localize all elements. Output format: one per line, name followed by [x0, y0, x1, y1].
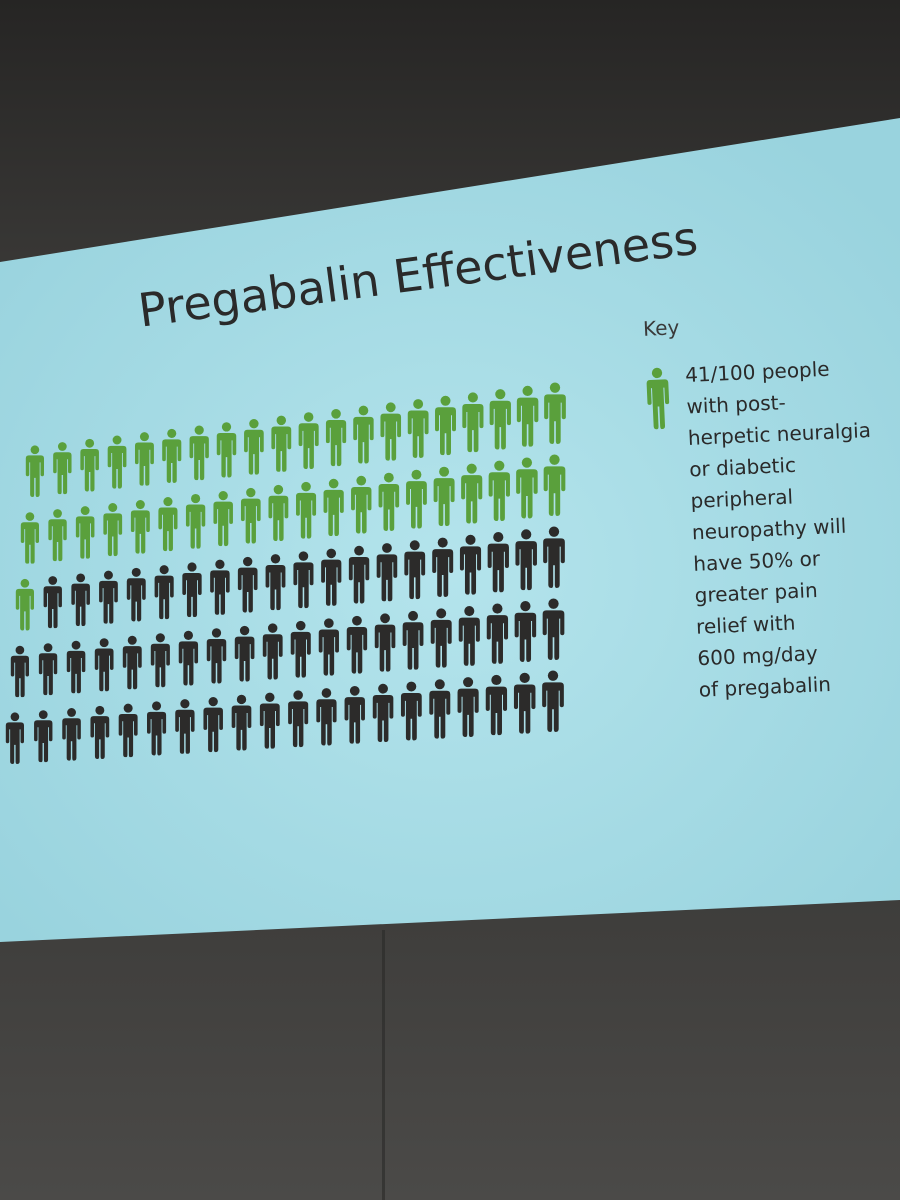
key-line: greater pain — [694, 578, 818, 607]
key-line: with post- — [686, 390, 786, 418]
key-line: peripheral — [690, 484, 793, 512]
key-line: 600 mg/day — [697, 641, 818, 670]
key-line: or diabetic — [689, 453, 797, 482]
room-wall-bottom — [0, 900, 900, 1200]
wall-seam — [382, 930, 385, 1200]
key-line: have 50% or — [693, 546, 821, 576]
slide-background — [0, 118, 900, 942]
key-heading: Key — [643, 315, 680, 341]
key-line: of pregabalin — [698, 672, 831, 702]
key-line: relief with — [696, 610, 796, 638]
